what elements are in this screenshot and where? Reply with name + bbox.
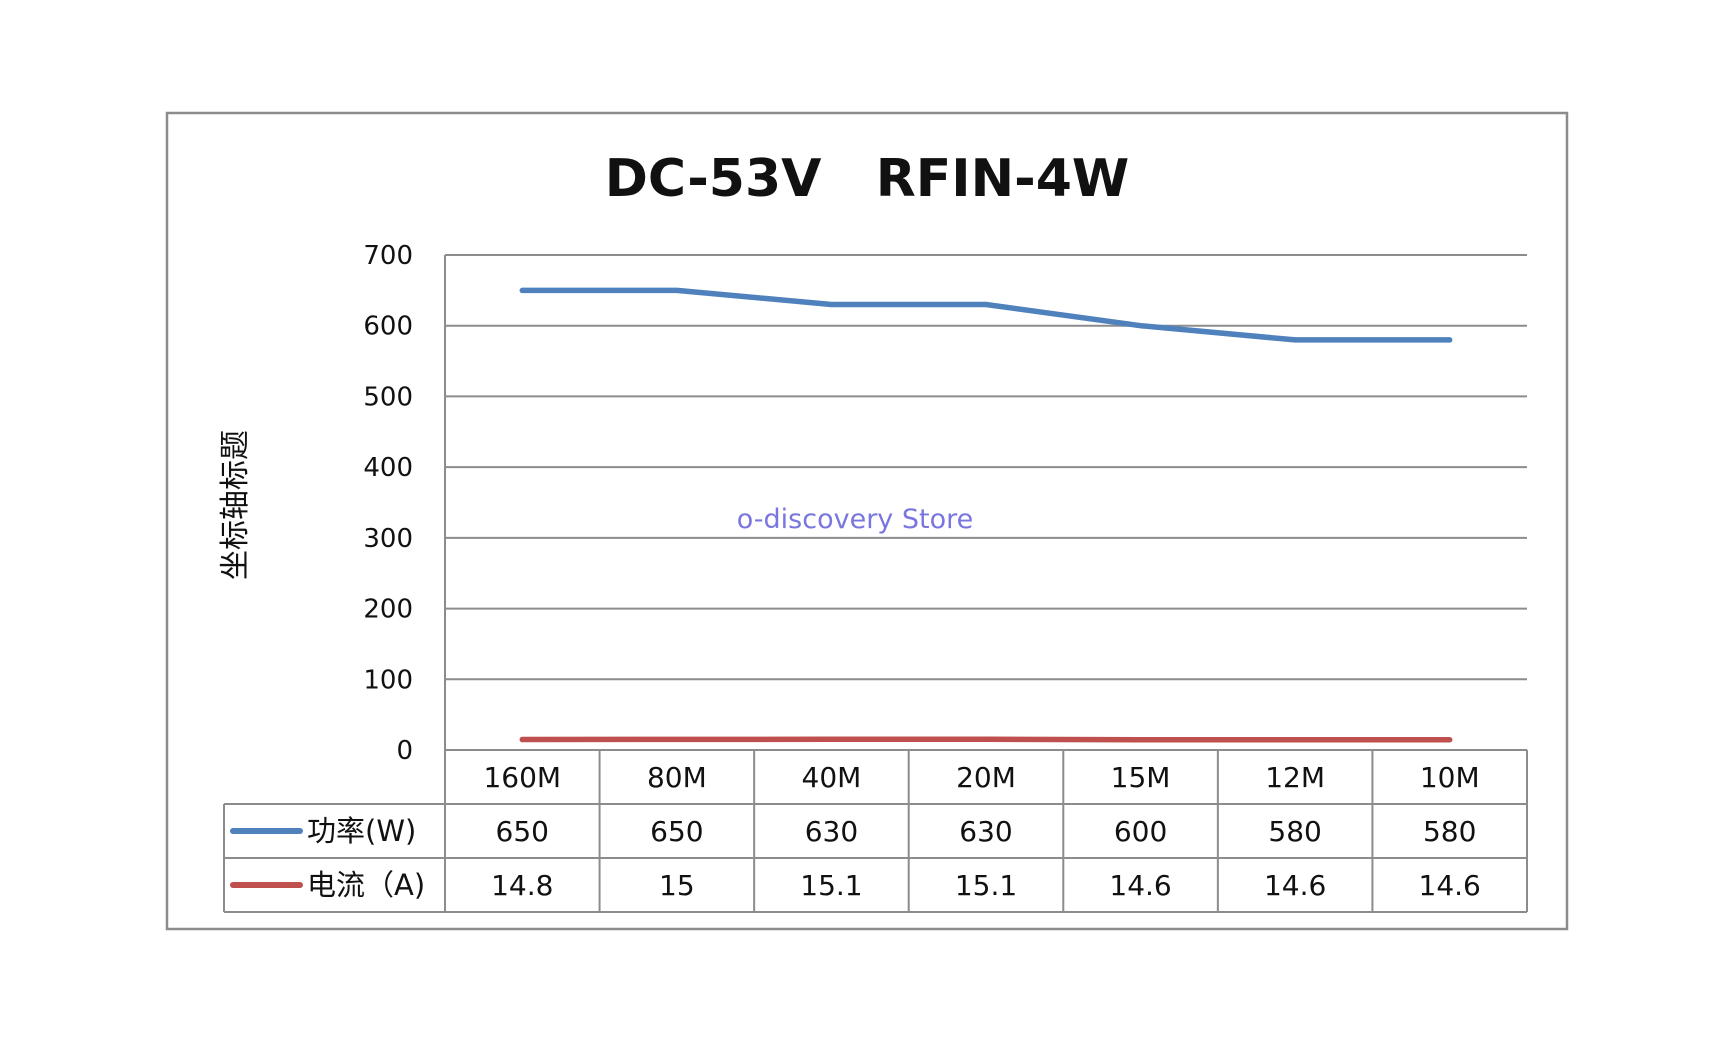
- x-tick-label: 15M: [1111, 761, 1171, 794]
- x-tick-label: 80M: [647, 761, 707, 794]
- legend-label-1: 电流（A): [307, 868, 425, 902]
- data-table-cell: 14.8: [491, 869, 553, 902]
- watermark-text: o-discovery Store: [737, 504, 973, 535]
- data-table-cell: 15.1: [955, 869, 1017, 902]
- y-tick-label: 300: [363, 524, 413, 554]
- y-axis-ticks: 0 100 200 300 400 500 600 700: [363, 241, 413, 766]
- data-table-cell: 15: [659, 869, 695, 902]
- y-tick-label: 0: [396, 736, 413, 766]
- x-tick-label: 40M: [802, 761, 862, 794]
- data-table-cell: 650: [496, 815, 549, 848]
- series-lines: [519, 287, 1453, 743]
- data-table-cell: 630: [959, 815, 1012, 848]
- y-tick-label: 700: [363, 241, 413, 271]
- data-table: 160M 80M 40M 20M 15M 12M 10M 功率(W) 650 650 630 630 6…: [223, 749, 1528, 913]
- data-table-cell: 14.6: [1109, 869, 1171, 902]
- y-axis-label: 坐标轴标题: [218, 430, 253, 580]
- data-table-cell: 580: [1268, 815, 1321, 848]
- data-table-cell: 14.6: [1264, 869, 1326, 902]
- legend-label-0: 功率(W): [307, 814, 416, 848]
- x-tick-label: 160M: [483, 761, 561, 794]
- chart-title: DC-53V RFIN-4W: [605, 149, 1130, 209]
- data-table-cell: 15.1: [800, 869, 862, 902]
- series-line-0: [519, 287, 1453, 343]
- data-table-cell: 600: [1114, 815, 1167, 848]
- data-table-cell: 14.6: [1419, 869, 1481, 902]
- data-table-cell: 630: [805, 815, 858, 848]
- data-table-cell: 580: [1423, 815, 1476, 848]
- gridlines: [444, 254, 1527, 750]
- y-tick-label: 600: [363, 312, 413, 342]
- y-tick-label: 500: [363, 382, 413, 412]
- y-tick-label: 200: [363, 595, 413, 625]
- y-tick-label: 100: [363, 665, 413, 695]
- x-tick-label: 10M: [1420, 761, 1480, 794]
- data-table-cell: 650: [650, 815, 703, 848]
- y-tick-label: 400: [363, 453, 413, 483]
- chart-frame: [165, 111, 1569, 931]
- x-tick-label: 12M: [1265, 761, 1325, 794]
- x-tick-label: 20M: [956, 761, 1016, 794]
